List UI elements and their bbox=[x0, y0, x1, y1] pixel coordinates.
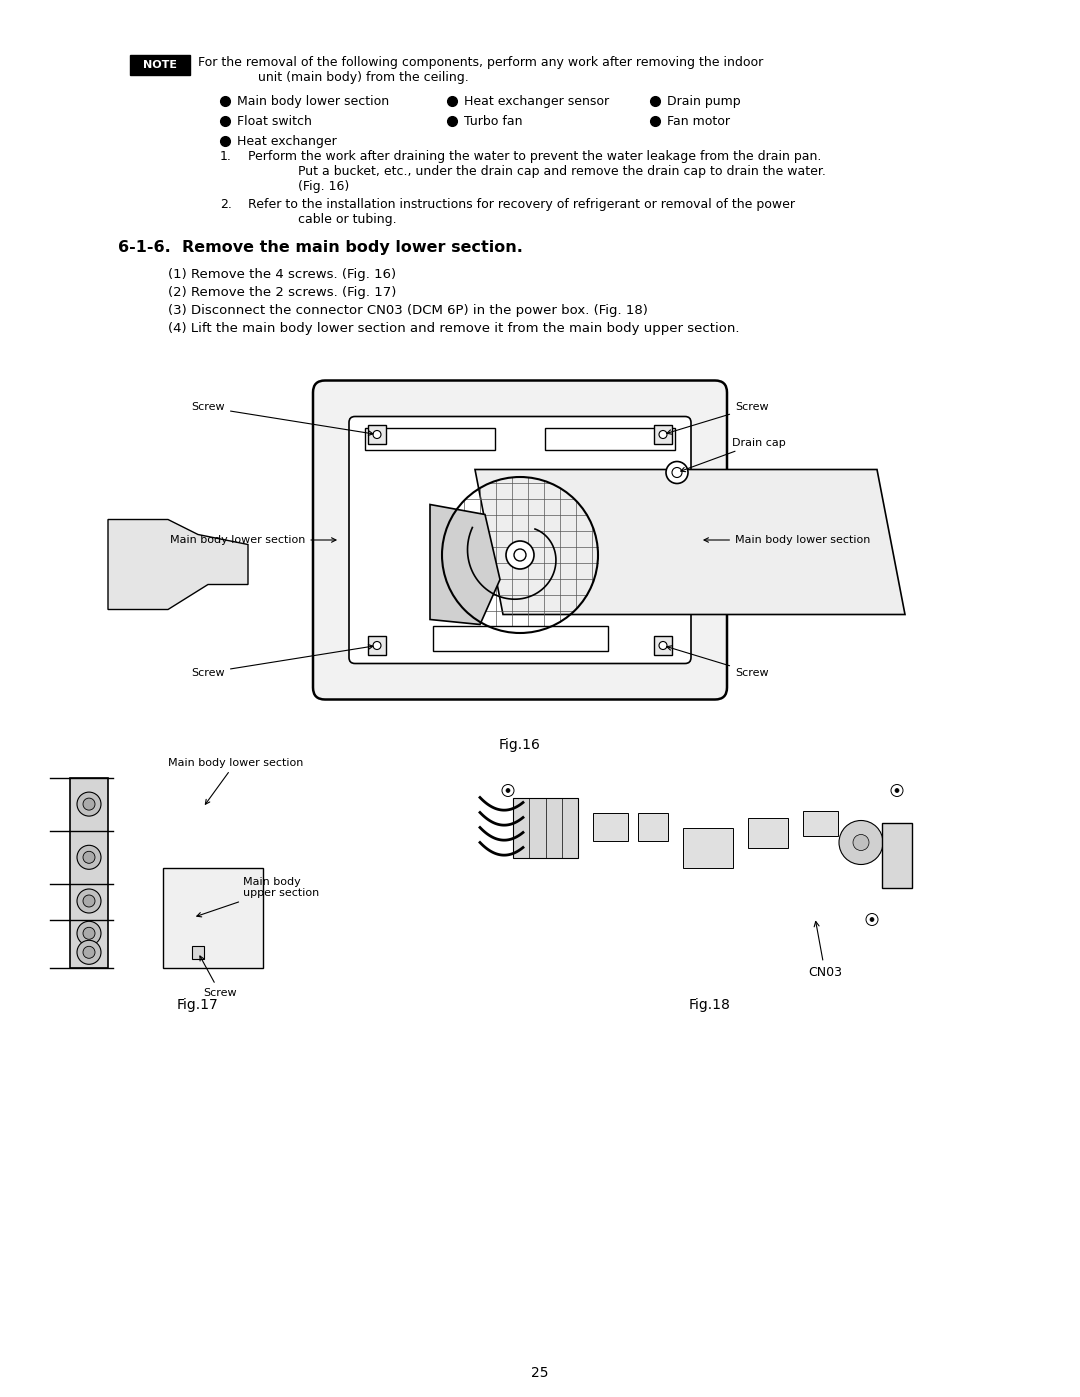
Circle shape bbox=[507, 788, 510, 792]
Circle shape bbox=[83, 851, 95, 863]
Text: CN03: CN03 bbox=[808, 922, 842, 978]
Text: Drain cap: Drain cap bbox=[680, 437, 786, 472]
Circle shape bbox=[839, 820, 883, 865]
Text: Perform the work after draining the water to prevent the water leakage from the : Perform the work after draining the wate… bbox=[248, 149, 822, 163]
Bar bbox=[638, 813, 669, 841]
Bar bbox=[432, 626, 607, 651]
Polygon shape bbox=[108, 520, 248, 609]
Bar bbox=[683, 827, 733, 868]
Circle shape bbox=[83, 946, 95, 958]
Circle shape bbox=[891, 785, 903, 796]
Circle shape bbox=[77, 921, 102, 946]
Bar bbox=[748, 817, 788, 848]
Circle shape bbox=[672, 468, 681, 478]
Text: NOTE: NOTE bbox=[143, 60, 177, 70]
Text: (4) Lift the main body lower section and remove it from the main body upper sect: (4) Lift the main body lower section and… bbox=[168, 321, 740, 335]
Text: Heat exchanger sensor: Heat exchanger sensor bbox=[464, 95, 609, 108]
Circle shape bbox=[373, 430, 381, 439]
Circle shape bbox=[866, 914, 878, 925]
Text: Fig.18: Fig.18 bbox=[689, 997, 731, 1011]
Circle shape bbox=[659, 430, 667, 439]
Bar bbox=[593, 813, 627, 841]
Text: (2) Remove the 2 screws. (Fig. 17): (2) Remove the 2 screws. (Fig. 17) bbox=[168, 286, 396, 299]
Circle shape bbox=[507, 541, 534, 569]
Circle shape bbox=[77, 940, 102, 964]
Bar bbox=[804, 810, 838, 835]
Circle shape bbox=[502, 785, 514, 796]
Bar bbox=[365, 427, 495, 450]
Circle shape bbox=[514, 549, 526, 562]
Bar bbox=[70, 778, 108, 968]
Text: 6-1-6.  Remove the main body lower section.: 6-1-6. Remove the main body lower sectio… bbox=[118, 240, 523, 256]
Polygon shape bbox=[475, 469, 905, 615]
Circle shape bbox=[870, 918, 874, 922]
Circle shape bbox=[77, 845, 102, 869]
Text: Screw: Screw bbox=[191, 644, 373, 678]
Circle shape bbox=[666, 461, 688, 483]
Bar bbox=[513, 798, 578, 858]
Text: Fig.17: Fig.17 bbox=[177, 997, 218, 1011]
Text: Drain pump: Drain pump bbox=[667, 95, 741, 108]
Text: Put a bucket, etc., under the drain cap and remove the drain cap to drain the wa: Put a bucket, etc., under the drain cap … bbox=[298, 165, 826, 177]
Text: 25: 25 bbox=[531, 1366, 549, 1380]
Text: Main body lower section: Main body lower section bbox=[170, 535, 336, 545]
Text: (1) Remove the 4 screws. (Fig. 16): (1) Remove the 4 screws. (Fig. 16) bbox=[168, 268, 396, 281]
Text: 2.: 2. bbox=[220, 198, 232, 211]
Text: Main body
upper section: Main body upper section bbox=[197, 877, 320, 916]
Text: Float switch: Float switch bbox=[237, 115, 312, 129]
Bar bbox=[882, 823, 912, 887]
Text: Screw: Screw bbox=[191, 402, 373, 436]
Text: Screw: Screw bbox=[200, 956, 237, 997]
Bar bbox=[130, 54, 190, 75]
Circle shape bbox=[83, 928, 95, 939]
Text: (Fig. 16): (Fig. 16) bbox=[298, 180, 349, 193]
Circle shape bbox=[373, 641, 381, 650]
Text: Main body lower section: Main body lower section bbox=[237, 95, 389, 108]
Text: Screw: Screw bbox=[666, 402, 769, 434]
Circle shape bbox=[83, 895, 95, 907]
Text: (3) Disconnect the connector CN03 (DCM 6P) in the power box. (Fig. 18): (3) Disconnect the connector CN03 (DCM 6… bbox=[168, 305, 648, 317]
Text: 1.: 1. bbox=[220, 149, 232, 163]
Circle shape bbox=[77, 792, 102, 816]
Text: Screw: Screw bbox=[666, 645, 769, 678]
Circle shape bbox=[895, 788, 899, 792]
Text: Main body lower section: Main body lower section bbox=[704, 535, 870, 545]
Text: Fan motor: Fan motor bbox=[667, 115, 730, 129]
Circle shape bbox=[83, 798, 95, 810]
Text: Turbo fan: Turbo fan bbox=[464, 115, 523, 129]
Text: unit (main body) from the ceiling.: unit (main body) from the ceiling. bbox=[258, 71, 469, 84]
Circle shape bbox=[659, 641, 667, 650]
FancyBboxPatch shape bbox=[313, 380, 727, 700]
FancyBboxPatch shape bbox=[349, 416, 691, 664]
Polygon shape bbox=[430, 504, 500, 624]
Text: For the removal of the following components, perform any work after removing the: For the removal of the following compone… bbox=[198, 56, 764, 68]
Text: cable or tubing.: cable or tubing. bbox=[298, 212, 396, 226]
Bar bbox=[545, 427, 675, 450]
Text: Main body lower section: Main body lower section bbox=[168, 757, 303, 805]
Bar bbox=[163, 868, 264, 968]
Text: Heat exchanger: Heat exchanger bbox=[237, 136, 337, 148]
Circle shape bbox=[77, 888, 102, 914]
Text: Fig.16: Fig.16 bbox=[499, 738, 541, 752]
Text: Refer to the installation instructions for recovery of refrigerant or removal of: Refer to the installation instructions f… bbox=[248, 198, 795, 211]
Circle shape bbox=[853, 834, 869, 851]
